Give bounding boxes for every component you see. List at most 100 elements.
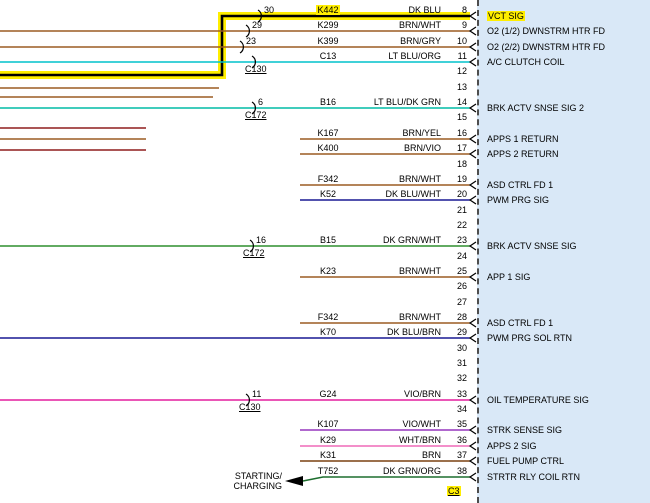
circuit-id-text: G24 <box>319 389 337 399</box>
pin-number: 15 <box>456 112 467 122</box>
circuit-id-text: K167 <box>317 128 339 138</box>
pin-number: 13 <box>456 82 467 92</box>
pin-terminal-icon <box>468 180 477 190</box>
pin-number: 31 <box>456 358 467 368</box>
pin-terminal-icon <box>468 425 477 435</box>
inline-connector-icon <box>251 55 256 69</box>
circuit-id: K31 <box>296 450 360 460</box>
wire-color-label: DK BLU <box>408 5 441 15</box>
signal-label-text: O2 (2/2) DWNSTRM HTR FD <box>487 42 605 52</box>
left-connector-pin: 23 <box>246 36 257 46</box>
signal-label-text: BRK ACTV SNSE SIG 2 <box>487 103 585 113</box>
circuit-id: F342 <box>296 312 360 322</box>
pin-number: 12 <box>456 66 467 76</box>
signal-label: APPS 2 RETURN <box>487 149 559 159</box>
pin-terminal-icon <box>468 134 477 144</box>
circuit-id: C13 <box>296 51 360 61</box>
pin-terminal-icon <box>468 333 477 343</box>
signal-label: OIL TEMPERATURE SIG <box>487 395 589 405</box>
pin-number: 37 <box>456 450 467 460</box>
signal-label: A/C CLUTCH COIL <box>487 57 565 67</box>
wire-color-label: VIO/BRN <box>403 389 441 399</box>
pin-terminal-icon <box>468 241 477 251</box>
signal-label: O2 (1/2) DWNSTRM HTR FD <box>487 26 605 36</box>
pin-number: 23 <box>456 235 467 245</box>
signal-label-text: OIL TEMPERATURE SIG <box>487 395 589 405</box>
left-connector-pin: 30 <box>264 5 275 15</box>
connector-panel <box>477 0 650 503</box>
signal-label: ASD CTRL FD 1 <box>487 318 553 328</box>
connector-id: C172 <box>245 110 267 120</box>
circuit-id-text: K399 <box>317 36 339 46</box>
circuit-id: K70 <box>296 327 360 337</box>
pin-number: 24 <box>456 251 467 261</box>
inline-connector-icon <box>245 24 250 38</box>
pin-number: 35 <box>456 419 467 429</box>
pin-number: 33 <box>456 389 467 399</box>
inline-connector-icon <box>251 101 256 115</box>
circuit-id: K400 <box>296 143 360 153</box>
pin-number: 19 <box>456 174 467 184</box>
wire-color-label: LT BLU/DK GRN <box>373 97 441 107</box>
signal-label: APPS 2 SIG <box>487 441 537 451</box>
circuit-id: K107 <box>296 419 360 429</box>
pin-terminal-icon <box>468 11 477 21</box>
inline-connector-icon <box>239 40 244 54</box>
signal-label-text: APP 1 SIG <box>487 272 531 282</box>
connector-id: C130 <box>239 402 261 412</box>
signal-label: PWM PRG SIG <box>487 195 549 205</box>
pin-terminal-icon <box>468 42 477 52</box>
circuit-id: K52 <box>296 189 360 199</box>
wire-color-label: BRN/WHT <box>399 266 441 276</box>
pin-terminal-icon <box>468 272 477 282</box>
pin-number: 32 <box>456 373 467 383</box>
signal-label-text: ASD CTRL FD 1 <box>487 180 554 190</box>
circuit-id: K399 <box>296 36 360 46</box>
pin-terminal-icon <box>468 26 477 36</box>
pin-number: 26 <box>456 281 467 291</box>
connector-id: C130 <box>245 64 267 74</box>
pin-number: 9 <box>461 20 467 30</box>
pin-number: 29 <box>456 327 467 337</box>
pin-terminal-icon <box>468 149 477 159</box>
circuit-id-text: C13 <box>319 51 337 61</box>
offpage-reference-line2: CHARGING <box>233 481 282 491</box>
inline-connector-icon <box>249 239 254 253</box>
wire-pin8 <box>0 14 470 77</box>
pin-number: 38 <box>456 466 467 476</box>
signal-label-text: PWM PRG SIG <box>487 195 550 205</box>
pin-terminal-icon <box>468 456 477 466</box>
wire-color-label: DK GRN/WHT <box>383 235 441 245</box>
circuit-id-text: K29 <box>319 435 336 445</box>
pin-number: 30 <box>456 343 467 353</box>
circuit-id: K29 <box>296 435 360 445</box>
signal-label-text: PWM PRG SOL RTN <box>487 333 573 343</box>
pin-number: 22 <box>456 220 467 230</box>
left-connector-pin: 11 <box>252 389 262 399</box>
circuit-id-text: K23 <box>319 266 336 276</box>
wire-color-label: BRN <box>421 450 441 460</box>
pin-number: 10 <box>456 36 467 46</box>
circuit-id: B15 <box>296 235 360 245</box>
circuit-id-text: F342 <box>317 174 339 184</box>
wire-color-label: BRN/GRY <box>400 36 441 46</box>
signal-label-text: BRK ACTV SNSE SIG <box>487 241 577 251</box>
circuit-id: B16 <box>296 97 360 107</box>
wire-color-label: DK BLU/WHT <box>385 189 441 199</box>
connector-id-c3-text: C3 <box>447 486 461 496</box>
circuit-id-text: B16 <box>319 97 336 107</box>
signal-label: STRTR RLY COIL RTN <box>487 472 580 482</box>
signal-label: STRK SENSE SIG <box>487 425 562 435</box>
circuit-id-text: T752 <box>317 466 339 476</box>
signal-label-text: STRTR RLY COIL RTN <box>487 472 581 482</box>
signal-label-text: APPS 1 RETURN <box>487 134 559 144</box>
wire-color-label: BRN/YEL <box>402 128 441 138</box>
offpage-arrow-icon <box>285 476 303 486</box>
pin-terminal-icon <box>468 195 477 205</box>
circuit-id-text: B15 <box>319 235 336 245</box>
signal-label: FUEL PUMP CTRL <box>487 456 564 466</box>
wire-color-label: VIO/WHT <box>402 419 442 429</box>
signal-label-text: APPS 2 SIG <box>487 441 537 451</box>
signal-label-text: STRK SENSE SIG <box>487 425 563 435</box>
